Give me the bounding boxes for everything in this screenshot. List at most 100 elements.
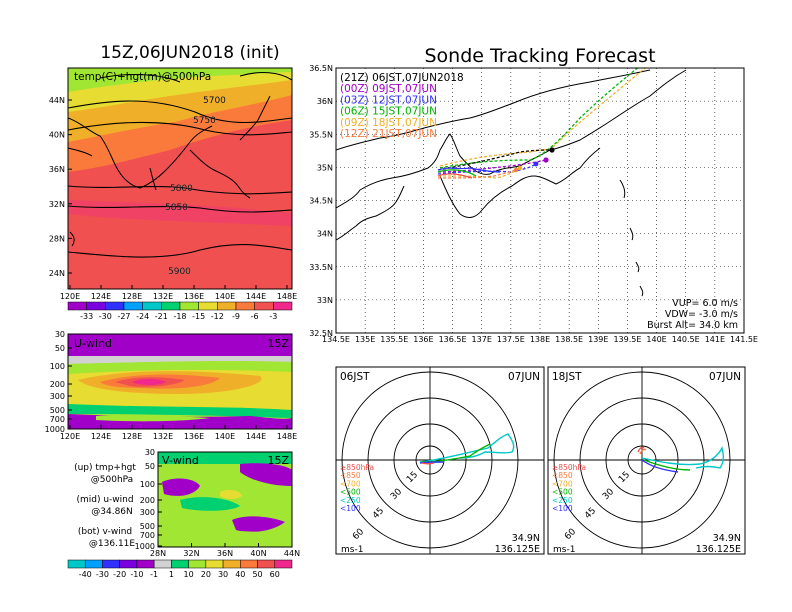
hodo2-date: 07JUN	[709, 371, 741, 383]
lon-tick-label: 140E	[215, 432, 235, 441]
pressure-tick-label: 1000	[45, 425, 65, 434]
contour-label-5700: 5700	[203, 96, 226, 106]
wind-colorbar-label: -10	[130, 570, 143, 579]
hodo1-time: 06JST	[340, 371, 370, 383]
pressure-legend-entry: <850	[552, 471, 573, 480]
hodo1-unit: ms-1	[341, 545, 363, 555]
hodo2-lat: 34.9N	[713, 533, 741, 544]
pressure-tick-label: 100	[50, 362, 65, 371]
pressure-tick-label: 700	[140, 531, 155, 540]
wind-colorbar-label: 30	[218, 570, 228, 579]
hodograph-panel-06jst: 15 30 45 60 06JST 07JUN 34.9N 136.125E m…	[335, 366, 545, 555]
note-up-line1: (up) tmp+hgt	[74, 463, 136, 473]
v-wind-time: 15Z	[267, 454, 289, 467]
pressure-tick-label: 50	[55, 344, 65, 353]
temp-colorbar-swatch	[142, 301, 162, 311]
lon-tick-label: 136E	[184, 292, 204, 301]
lat-tick-label: 33N	[317, 296, 333, 305]
pressure-tick-label: 500	[50, 406, 65, 415]
temp-colorbar-label: -15	[192, 312, 205, 321]
lat-tick-label: 32N	[49, 200, 65, 209]
wind-colorbar-label: -30	[96, 570, 109, 579]
track-legend-entry: (00Z) 09JST,07JUN	[340, 83, 437, 95]
temp-colorbar-label: -3	[269, 312, 277, 321]
temp-colorbar-label: -33	[80, 312, 93, 321]
temp-colorbar-swatch	[254, 301, 274, 311]
temp-colorbar-swatch	[161, 301, 181, 311]
wind-colorbar-swatch	[67, 559, 86, 569]
temp-colorbar-label: -24	[136, 312, 149, 321]
pressure-legend-entry: <500	[552, 488, 573, 497]
lat-tick-label: 36.5N	[309, 64, 333, 73]
pressure-tick-label: 1000	[135, 542, 155, 551]
wind-colorbar-label: -40	[79, 570, 92, 579]
note-up-line2: @500hPa	[91, 475, 133, 485]
hodo2-time: 18JST	[552, 371, 582, 383]
contour-label-text: 5900	[168, 267, 191, 277]
track-legend-entry: (12Z) 21JST,07JUN	[340, 128, 437, 140]
wind-colorbar-label: -20	[113, 570, 126, 579]
temp-colorbar-swatch	[123, 301, 143, 311]
v-wind-label: V-wind	[162, 454, 199, 467]
contour-label-text: 5850	[165, 203, 188, 213]
wind-colorbar-swatch	[102, 559, 120, 569]
temp-colorbar-swatch	[273, 301, 293, 311]
u-wind-label: U-wind	[74, 337, 112, 350]
temp-colorbar-swatch	[179, 301, 199, 311]
hodo2-lon: 136.125E	[696, 544, 741, 555]
pressure-legend-entry: <700	[340, 479, 361, 488]
track-legend-entry: (09Z) 18JST,07JUN	[340, 117, 437, 129]
hodo1-date: 07JUN	[508, 371, 540, 383]
pressure-legend-entry: <100	[340, 504, 361, 513]
track-legend-entry: (03Z) 12JST,07JUN	[340, 94, 437, 106]
lon-tick-label: 141.5E	[730, 335, 758, 344]
wind-colorbar: -40 -30 -20 -10 -1 1 10 20 30 40 50 60	[67, 559, 293, 579]
lat-tick-label: 44N	[49, 96, 65, 105]
lon-tick-label: 120E	[60, 292, 80, 301]
lon-tick-label: 136.5E	[439, 335, 467, 344]
lat-tick-label: 35N	[317, 163, 333, 172]
temperature-colorbar: -33 -30 -27 -24 -21 -18 -15 -12 -9 -6 -3	[67, 301, 293, 321]
contour-label-text: 5750	[193, 116, 216, 126]
lon-tick-label: 120E	[60, 432, 80, 441]
note-mid-line1: (mid) u-wind	[76, 495, 133, 505]
temp-colorbar-label: -9	[232, 312, 240, 321]
lon-tick-label: 128E	[122, 432, 142, 441]
contour-label-text: 5800	[170, 184, 193, 194]
wind-colorbar-swatch	[119, 559, 138, 569]
lat-tick-label: 40N	[250, 549, 266, 558]
temp-colorbar-swatch	[86, 301, 106, 311]
temp-colorbar-label: -6	[251, 312, 259, 321]
pressure-tick-label: 200	[50, 380, 65, 389]
pressure-legend-entry: <500	[340, 488, 361, 497]
pressure-tick-label: 200	[140, 496, 155, 505]
pressure-tick-label: 50	[145, 462, 155, 471]
lat-tick-label: 44N	[284, 549, 300, 558]
u-wind-time: 15Z	[267, 337, 289, 350]
lon-tick-label: 137.5E	[497, 335, 525, 344]
pressure-legend-entry: <700	[552, 479, 573, 488]
lon-tick-label: 135.5E	[380, 335, 408, 344]
note-mid-line2: @34.86N	[91, 507, 133, 517]
temp-colorbar-label: -21	[155, 312, 168, 321]
contour-label-5900: 5900	[168, 267, 191, 277]
pressure-tick-label: 300	[50, 392, 65, 401]
lat-tick-label: 36N	[317, 97, 333, 106]
temp-colorbar-label: -27	[117, 312, 130, 321]
lon-tick-label: 138.5E	[555, 335, 583, 344]
param-vup: VUP= 6.0 m/s	[672, 298, 738, 309]
lon-tick-label: 136E	[184, 432, 204, 441]
lon-tick-label: 138E	[530, 335, 550, 344]
lon-tick-label: 141E	[705, 335, 725, 344]
note-bot-line2: @136.11E	[89, 539, 135, 549]
track-map-panel: (21Z) 06JST,07JUN2018(00Z) 09JST,07JUN(0…	[309, 64, 758, 344]
note-bot-line1: (bot) v-wind	[78, 527, 132, 537]
wind-colorbar-label: 20	[201, 570, 211, 579]
lon-tick-label: 144E	[246, 292, 266, 301]
lat-tick-label: 28N	[49, 234, 65, 243]
lat-tick-label: 36N	[217, 549, 233, 558]
wind-colorbar-swatch	[171, 559, 189, 569]
wind-colorbar-swatch	[240, 559, 258, 569]
